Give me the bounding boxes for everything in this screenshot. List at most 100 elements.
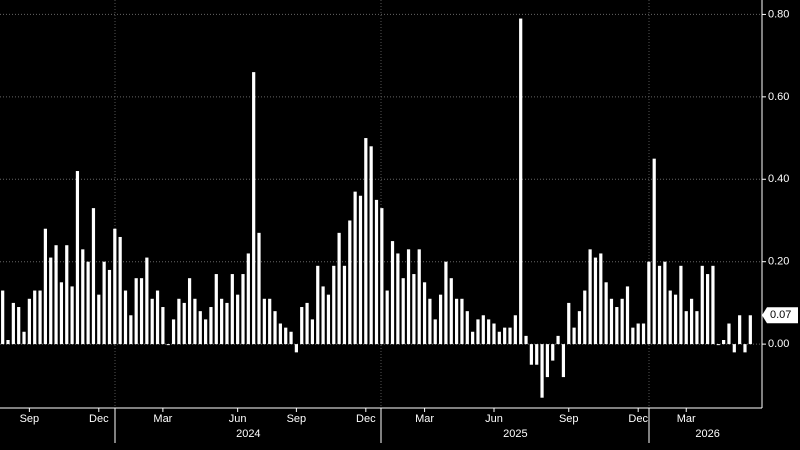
bar [107, 269, 112, 345]
x-tick-label: Sep [20, 413, 40, 425]
bar [273, 311, 277, 345]
bar [102, 261, 106, 345]
bar [722, 340, 726, 345]
bar [187, 278, 192, 345]
bar [732, 344, 736, 353]
bar [668, 290, 672, 345]
bar [748, 315, 752, 345]
bar [209, 307, 213, 345]
bar [652, 158, 656, 345]
bar [220, 298, 224, 345]
bar [65, 245, 69, 345]
bar [326, 294, 331, 345]
bar [620, 298, 624, 345]
bar [599, 253, 603, 345]
bar [433, 319, 437, 345]
bar [369, 146, 373, 345]
bar [556, 335, 560, 345]
bar [513, 315, 517, 345]
bar [268, 298, 272, 345]
bar [524, 335, 528, 345]
bar [284, 327, 288, 345]
bar [540, 344, 544, 398]
bar [86, 261, 90, 345]
bar [294, 344, 298, 353]
bar [476, 319, 480, 345]
bar [262, 298, 266, 345]
bar [134, 278, 138, 345]
bar [465, 311, 469, 345]
bar [166, 344, 170, 346]
bar [348, 220, 352, 345]
bar [492, 323, 496, 345]
bar [711, 265, 715, 345]
bar [155, 290, 160, 345]
bar [177, 298, 181, 345]
bar [310, 319, 315, 345]
x-tick-label: Jun [485, 413, 503, 425]
bar [75, 171, 80, 345]
bar [182, 302, 186, 345]
bar [567, 302, 571, 345]
bar [673, 294, 678, 345]
bar [663, 261, 667, 345]
bar [1, 290, 5, 345]
x-tick-label: Sep [559, 413, 579, 425]
bar [406, 249, 411, 345]
x-tick-label: Mar [415, 413, 434, 425]
bar [139, 278, 144, 345]
bar [390, 241, 395, 345]
bar [27, 298, 31, 345]
bar [204, 319, 208, 345]
bar [252, 72, 256, 345]
bar [657, 265, 662, 345]
bar [305, 302, 309, 345]
bar [337, 232, 341, 345]
bar [422, 282, 427, 345]
x-tick-label: Mar [677, 413, 696, 425]
bar [374, 199, 379, 345]
bar [380, 208, 384, 345]
bar [145, 257, 149, 345]
bar [716, 344, 720, 346]
bar [700, 265, 704, 345]
bar [471, 331, 475, 345]
bar [289, 331, 293, 345]
bar [241, 274, 245, 345]
year-label: 2024 [236, 428, 260, 440]
bar [689, 298, 694, 345]
bar [6, 340, 10, 345]
bar [150, 298, 154, 345]
bar [588, 249, 592, 345]
y-tick-label: 0.60 [768, 91, 789, 103]
x-tick-label: Dec [628, 413, 648, 425]
bar [332, 265, 336, 345]
bar [449, 278, 453, 345]
bar [193, 298, 197, 345]
year-label: 2025 [503, 428, 527, 440]
y-tick-label: 0.20 [768, 256, 789, 268]
bar [49, 257, 53, 345]
bar [412, 274, 416, 345]
bar [33, 290, 37, 345]
bar [22, 331, 26, 345]
bar [246, 253, 250, 345]
y-tick-label: 0.40 [768, 173, 789, 185]
bar [695, 311, 699, 345]
bar [38, 290, 42, 345]
bar [113, 228, 117, 345]
bar [364, 138, 368, 345]
bar [401, 278, 405, 345]
y-tick-label: 0.80 [768, 8, 789, 20]
bar [70, 286, 74, 345]
bar [455, 298, 459, 345]
bar [444, 261, 448, 345]
bar [278, 323, 282, 345]
bar [583, 290, 587, 345]
bar [535, 344, 539, 365]
bar [321, 286, 325, 345]
year-label: 2026 [695, 428, 719, 440]
bar [11, 302, 15, 345]
